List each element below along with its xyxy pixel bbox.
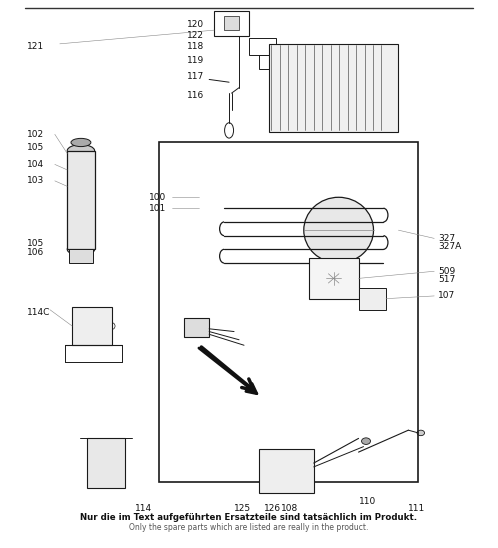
Ellipse shape	[67, 145, 95, 157]
Text: 119: 119	[187, 56, 204, 65]
Bar	[259, 449, 314, 493]
Text: 108: 108	[281, 504, 299, 513]
Text: 114C: 114C	[27, 308, 51, 317]
Text: 120: 120	[187, 20, 204, 29]
Text: 110: 110	[359, 497, 376, 506]
Text: 103: 103	[27, 176, 45, 185]
Bar	[72, 307, 112, 345]
Bar	[87, 438, 124, 488]
Text: 104: 104	[27, 160, 44, 169]
Ellipse shape	[417, 430, 424, 436]
Text: 106: 106	[27, 248, 45, 256]
Text: 105: 105	[27, 239, 45, 248]
Bar	[69, 249, 93, 263]
Bar	[259, 55, 274, 68]
Text: 111: 111	[408, 504, 426, 513]
Ellipse shape	[67, 243, 95, 255]
Bar	[269, 44, 398, 132]
Bar	[67, 151, 95, 249]
Text: 116: 116	[187, 92, 204, 100]
Text: 117: 117	[187, 72, 204, 81]
Bar	[224, 16, 239, 30]
Ellipse shape	[71, 139, 91, 147]
Text: 122: 122	[187, 31, 204, 40]
Ellipse shape	[279, 464, 294, 477]
Text: Nur die im Text aufgeführten Ersatzteile sind tatsächlich im Produkt.: Nur die im Text aufgeführten Ersatzteile…	[81, 513, 417, 522]
Text: 327A: 327A	[438, 242, 462, 251]
Bar	[359, 288, 386, 310]
Text: 126: 126	[264, 504, 281, 513]
Text: 517: 517	[438, 275, 456, 284]
Text: Only the spare parts which are listed are really in the product.: Only the spare parts which are listed ar…	[129, 523, 369, 532]
Bar	[184, 318, 209, 337]
Text: 107: 107	[438, 292, 456, 300]
Ellipse shape	[304, 197, 374, 263]
Bar	[309, 258, 359, 299]
Bar	[214, 11, 249, 36]
Ellipse shape	[328, 273, 340, 284]
Bar	[249, 38, 276, 55]
Text: 121: 121	[27, 42, 44, 51]
Text: 118: 118	[187, 42, 204, 51]
Text: 102: 102	[27, 130, 44, 139]
Text: 105: 105	[27, 144, 45, 152]
Text: 327: 327	[438, 234, 455, 243]
Text: 101: 101	[149, 204, 167, 213]
Text: 125: 125	[234, 504, 251, 513]
Text: 509: 509	[438, 267, 456, 276]
Bar	[159, 142, 418, 482]
Ellipse shape	[266, 455, 306, 486]
Text: 114: 114	[134, 504, 151, 513]
Ellipse shape	[362, 438, 371, 444]
Text: 100: 100	[149, 193, 167, 202]
